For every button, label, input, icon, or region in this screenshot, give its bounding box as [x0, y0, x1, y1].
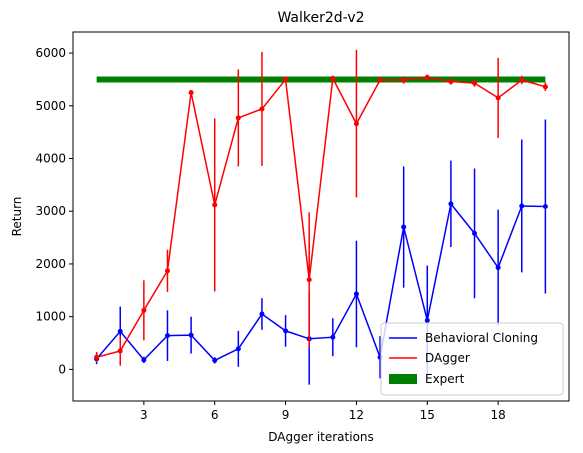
y-tick-label: 3000 — [35, 204, 66, 218]
data-point — [283, 76, 289, 82]
data-point — [212, 357, 218, 363]
data-point — [164, 268, 170, 274]
data-point — [424, 74, 430, 80]
plot-area — [94, 49, 548, 385]
data-point — [330, 334, 336, 340]
data-point — [164, 333, 170, 339]
y-tick-label: 2000 — [35, 257, 66, 271]
data-point — [448, 201, 454, 207]
data-point — [141, 357, 147, 363]
data-point — [141, 307, 147, 313]
data-point — [283, 328, 289, 334]
data-point — [519, 77, 525, 83]
data-point — [472, 80, 478, 86]
x-tick-label: 3 — [140, 408, 148, 422]
plot-frame — [72, 31, 570, 402]
x-tick-label: 6 — [211, 408, 219, 422]
data-point — [259, 106, 265, 112]
chart-title: Walker2d-v2 — [277, 10, 364, 26]
x-tick-label: 18 — [491, 408, 506, 422]
legend-label-behavioral-cloning: Behavioral Cloning — [425, 331, 538, 345]
data-point — [495, 265, 501, 271]
x-tick-label: 15 — [420, 408, 435, 422]
data-point — [188, 332, 194, 338]
data-point — [353, 121, 359, 127]
data-point — [495, 95, 501, 101]
data-point — [235, 346, 241, 352]
y-tick-label: 0 — [58, 362, 66, 376]
data-point — [235, 115, 241, 121]
data-point — [377, 77, 383, 83]
data-point — [94, 354, 100, 360]
y-tick-label: 6000 — [35, 46, 66, 60]
data-point — [424, 317, 430, 323]
series-dagger — [94, 49, 548, 366]
legend-label-expert: Expert — [425, 372, 465, 386]
y-axis-label: Return — [10, 197, 24, 237]
data-point — [542, 203, 548, 209]
x-axis-label: DAgger iterations — [268, 430, 374, 444]
axes: 3 6 9 12 15 18 0 1000 2000 3000 4000 5000 6000 — [35, 46, 505, 422]
data-point — [448, 79, 454, 85]
data-point — [259, 311, 265, 317]
data-point — [188, 90, 194, 96]
data-point — [542, 84, 548, 90]
data-point — [306, 277, 312, 283]
x-tick-label: 12 — [349, 408, 364, 422]
y-tick-label: 5000 — [35, 99, 66, 113]
y-tick-label: 4000 — [35, 152, 66, 166]
data-point — [401, 224, 407, 230]
legend-label-dagger: DAgger — [425, 351, 470, 365]
legend-box — [380, 322, 564, 396]
data-point — [353, 291, 359, 297]
series-line — [96, 202, 546, 362]
data-point — [212, 202, 218, 208]
legend-swatch-expert — [389, 374, 417, 384]
data-point — [117, 348, 123, 354]
x-tick-label: 9 — [282, 408, 290, 422]
legend: Behavioral Cloning DAgger Expert — [380, 322, 564, 396]
data-point — [472, 230, 478, 236]
series-line — [96, 75, 546, 358]
data-point — [117, 328, 123, 334]
y-tick-label: 1000 — [35, 310, 66, 324]
data-point — [519, 203, 525, 209]
data-point — [401, 77, 407, 83]
data-point — [330, 75, 336, 81]
